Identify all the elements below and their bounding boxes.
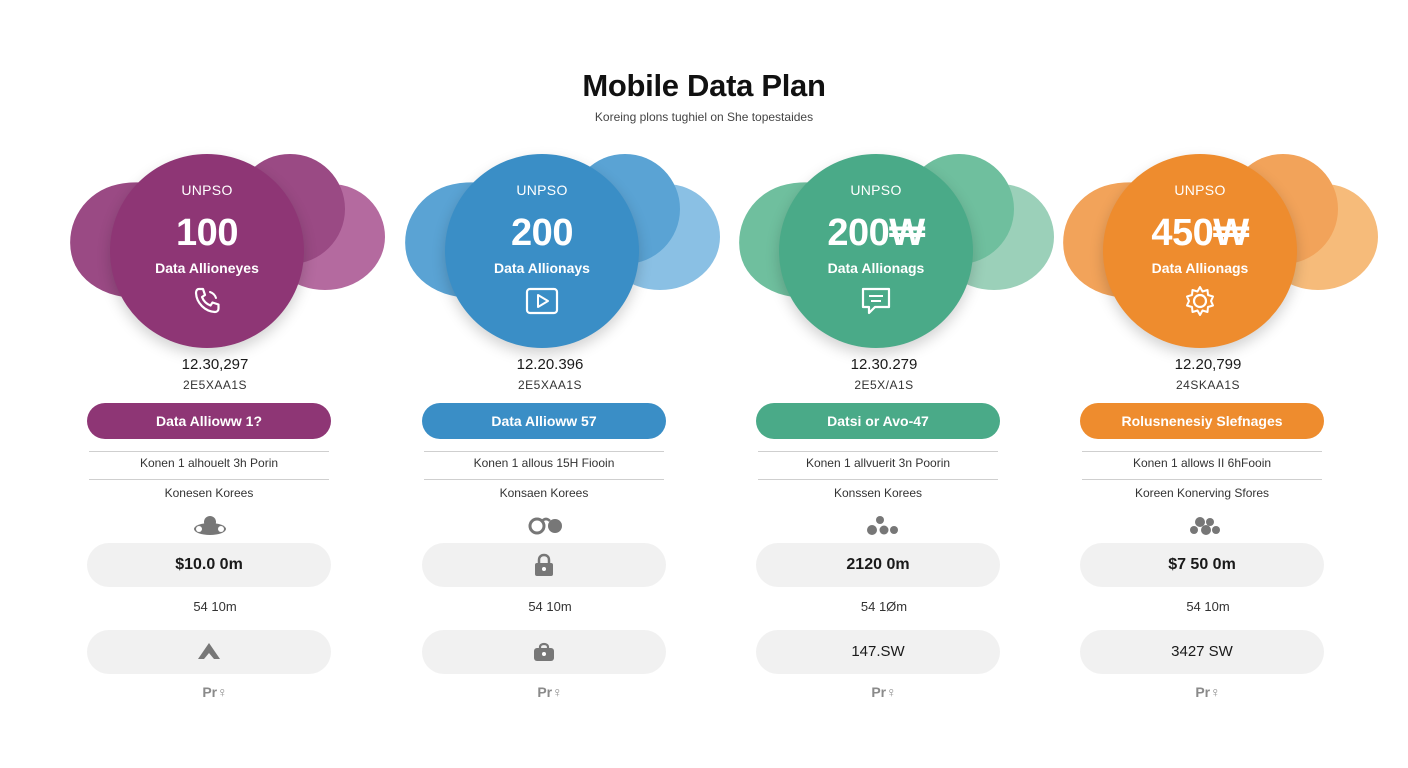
divider [89, 479, 329, 480]
plan-feature-1: Konen 1 allvuerit 3n Poorin [805, 456, 951, 470]
plan-select-button[interactable]: Datsi or Avo-47 [756, 403, 1000, 439]
plan-price[interactable] [422, 543, 666, 587]
page-subtitle: Koreing plons tughiel on She topestaides [594, 110, 814, 124]
plan-circle[interactable]: UNPSO 450₩ Data Allionags [1103, 154, 1297, 348]
plan-price[interactable]: $7 50 0m [1080, 543, 1324, 587]
plan-select-button[interactable]: Data Allioww 1? [87, 403, 331, 439]
plan-feature-2: Konsaen Korees [499, 486, 589, 500]
plan-art: UNPSO 100 Data Allioneyes [59, 150, 405, 350]
plan-card-4: UNPSO 450₩ Data Allionags 12.20,799 24SK… [1052, 150, 1398, 710]
divider [89, 451, 329, 452]
header: Mobile Data Plan Koreing plons tughiel o… [0, 66, 1408, 126]
plan-card-3: UNPSO 200₩ Data Allionags 12.30.279 2E5X… [728, 150, 1074, 710]
plan-extra-box[interactable] [87, 630, 331, 674]
plan-circle[interactable]: UNPSO 200 Data Allionays [445, 154, 639, 348]
plan-feature-2: Koreen Konerving Sfores [1134, 486, 1270, 500]
plan-amount: 200₩ [827, 212, 925, 254]
cloud-glyph-icon [194, 516, 226, 535]
triangle-icon [198, 643, 220, 660]
plan-amount: 100 [176, 212, 238, 254]
plan-select-button[interactable]: Rolusnenesiy Slefnages [1080, 403, 1324, 439]
plan-tier-label: UNPSO [1174, 182, 1226, 198]
plan-stat-sub: 2E5XAA1S [517, 378, 583, 392]
plan-art: UNPSO 200₩ Data Allionags [728, 150, 1074, 350]
plan-card-1: UNPSO 100 Data Allioneyes 12.30,297 2E5X… [59, 150, 405, 710]
dots-glyph-icon [528, 517, 562, 535]
plan-allowance-label: Data Allioneyes [155, 260, 259, 276]
chat-icon [861, 287, 891, 315]
cluster-glyph-icon [867, 516, 898, 535]
gear-icon [1186, 286, 1214, 316]
plan-stat-main: 12.20.396 [516, 356, 584, 373]
plan-footer-mark: Pr♀ [202, 684, 228, 700]
cluster-glyph-icon [1190, 517, 1220, 535]
plan-allowance-label: Data Allionays [494, 260, 590, 276]
plan-allowance-label: Data Allionags [1151, 260, 1249, 276]
plan-speed: 54 10m [1186, 599, 1230, 614]
divider [758, 479, 998, 480]
divider [424, 451, 664, 452]
bag-icon [534, 642, 554, 662]
plan-select-button[interactable]: Data Allioww 57 [422, 403, 666, 439]
plan-art: UNPSO 200 Data Allionays [394, 150, 740, 350]
plan-amount: 200 [511, 212, 573, 254]
plan-card-2: UNPSO 200 Data Allionays 12.20.396 2E5XA… [394, 150, 740, 710]
plan-tier-label: UNPSO [181, 182, 233, 198]
plan-extra-box[interactable]: 3427 SW [1080, 630, 1324, 674]
plan-stat-sub: 2E5X/A1S [854, 378, 914, 392]
plan-extra-box[interactable] [422, 630, 666, 674]
plan-speed: 54 1Øm [860, 599, 908, 614]
plan-feature-2: Konssen Korees [833, 486, 923, 500]
plan-feature-1: Konen 1 alhouelt 3h Porin [139, 456, 279, 470]
plan-speed: 54 10m [193, 599, 237, 614]
plan-circle[interactable]: UNPSO 100 Data Allioneyes [110, 154, 304, 348]
plan-footer-mark: Pr♀ [871, 684, 897, 700]
plan-stat-main: 12.30.279 [850, 356, 918, 373]
plan-price[interactable]: $10.0 0m [87, 543, 331, 587]
phone-icon [194, 287, 220, 314]
plan-allowance-label: Data Allionags [827, 260, 925, 276]
plan-footer-mark: Pr♀ [537, 684, 563, 700]
plan-speed: 54 10m [528, 599, 572, 614]
plan-amount: 450₩ [1151, 212, 1249, 254]
play-icon [525, 287, 559, 315]
plan-extra-box[interactable]: 147.SW [756, 630, 1000, 674]
lock-icon [535, 553, 553, 576]
plan-feature-2: Konesen Korees [164, 486, 254, 500]
plan-feature-1: Konen 1 allows II 6hFooin [1132, 456, 1272, 470]
divider [1082, 479, 1322, 480]
plan-price[interactable]: 2120 0m [756, 543, 1000, 587]
divider [1082, 451, 1322, 452]
plan-feature-1: Konen 1 allous 15H Fiooin [473, 456, 615, 470]
plan-stat-sub: 24SKAA1S [1175, 378, 1241, 392]
plan-footer-mark: Pr♀ [1195, 684, 1221, 700]
plan-stat-sub: 2E5XAA1S [182, 378, 248, 392]
page-title: Mobile Data Plan [582, 68, 826, 103]
plan-tier-label: UNPSO [850, 182, 902, 198]
plan-stat-main: 12.30,297 [181, 356, 249, 373]
divider [758, 451, 998, 452]
plan-tier-label: UNPSO [516, 182, 568, 198]
plan-stat-main: 12.20,799 [1174, 356, 1242, 373]
plan-circle[interactable]: UNPSO 200₩ Data Allionags [779, 154, 973, 348]
divider [424, 479, 664, 480]
plan-art: UNPSO 450₩ Data Allionags [1052, 150, 1398, 350]
